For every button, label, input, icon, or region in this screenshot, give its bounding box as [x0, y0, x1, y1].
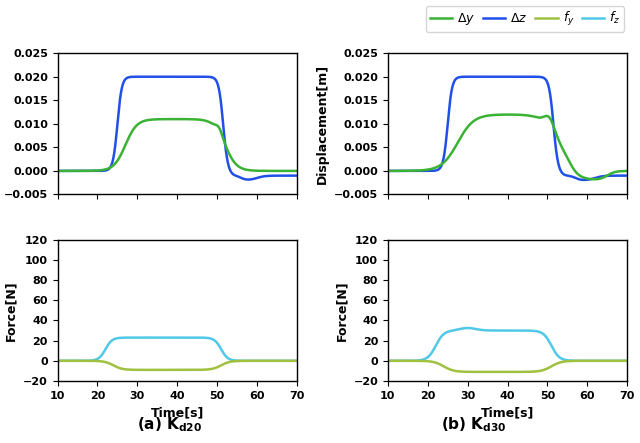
Y-axis label: Displacement[m]: Displacement[m]	[316, 64, 328, 184]
Legend: $\Delta y$, $\Delta z$, $f_y$, $f_z$: $\Delta y$, $\Delta z$, $f_y$, $f_z$	[426, 6, 624, 32]
X-axis label: Time[s]: Time[s]	[481, 406, 534, 419]
Text: $\mathbf{(b)\ K_{d30}}$: $\mathbf{(b)\ K_{d30}}$	[441, 416, 506, 434]
Y-axis label: Force[N]: Force[N]	[335, 280, 348, 341]
Y-axis label: Force[N]: Force[N]	[4, 280, 17, 341]
X-axis label: Time[s]: Time[s]	[150, 406, 204, 419]
Text: $\mathbf{(a)\ K_{d20}}$: $\mathbf{(a)\ K_{d20}}$	[137, 416, 202, 434]
